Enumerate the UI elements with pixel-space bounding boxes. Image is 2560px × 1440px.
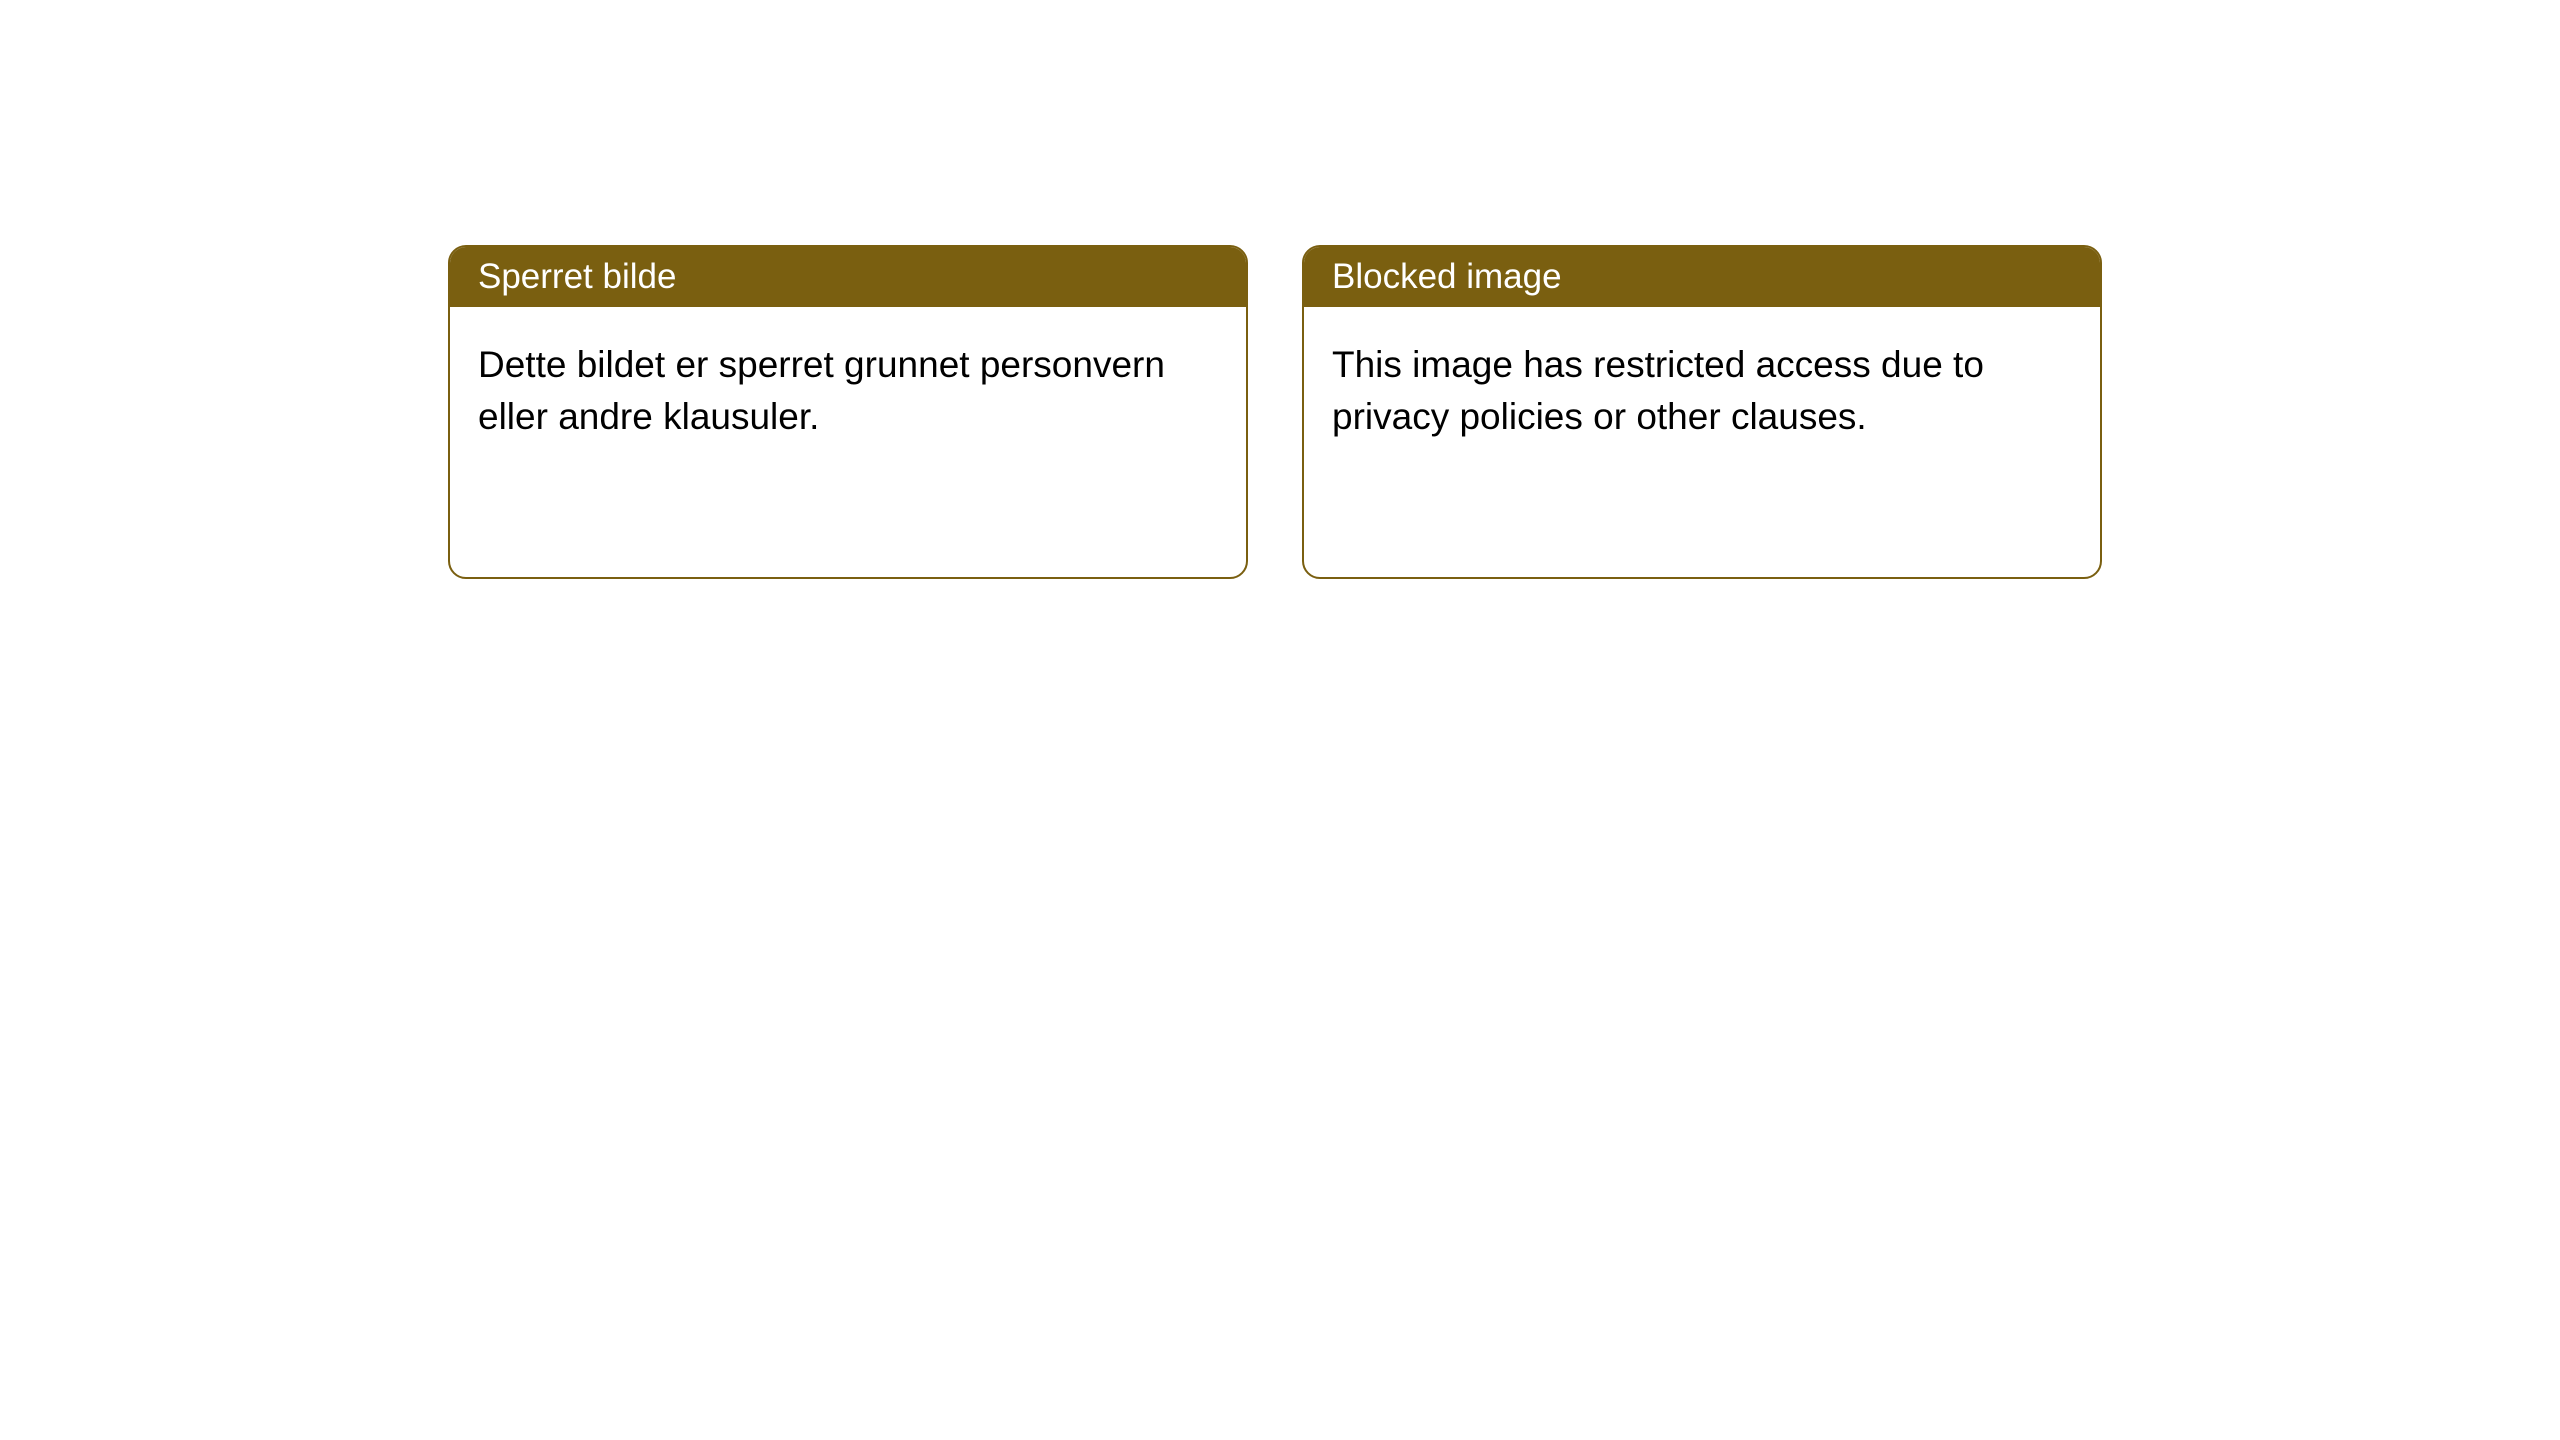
card-body: This image has restricted access due to … [1304,307,2100,475]
card-header: Blocked image [1304,247,2100,307]
blocked-image-card-en: Blocked image This image has restricted … [1302,245,2102,579]
card-body-text: This image has restricted access due to … [1332,344,1984,437]
card-body: Dette bildet er sperret grunnet personve… [450,307,1246,475]
card-title: Sperret bilde [478,257,676,296]
card-header: Sperret bilde [450,247,1246,307]
blocked-image-card-no: Sperret bilde Dette bildet er sperret gr… [448,245,1248,579]
card-body-text: Dette bildet er sperret grunnet personve… [478,344,1165,437]
card-title: Blocked image [1332,257,1562,296]
cards-container: Sperret bilde Dette bildet er sperret gr… [448,245,2102,579]
